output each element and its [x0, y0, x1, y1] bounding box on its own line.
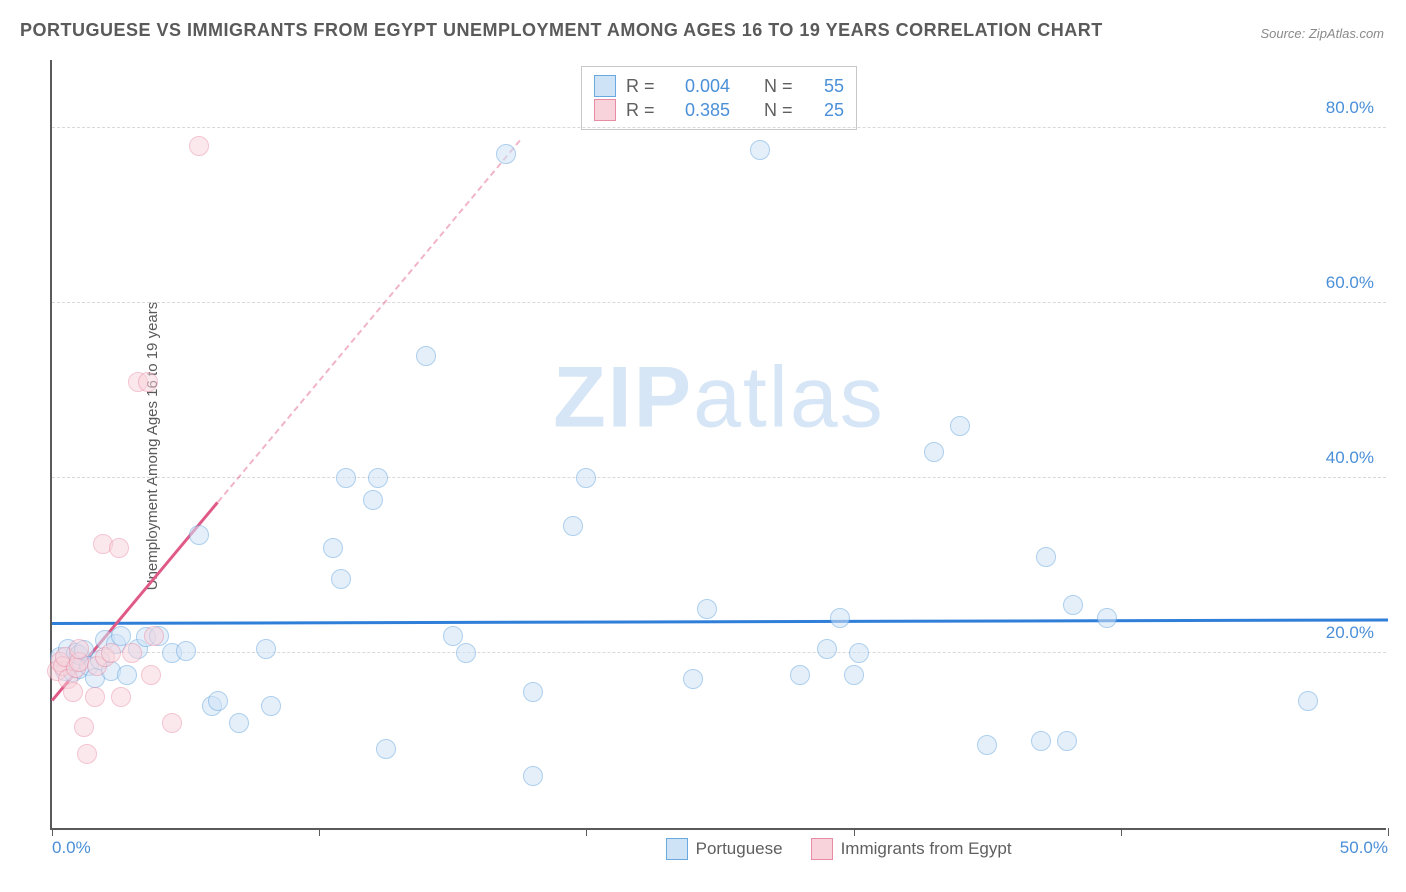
- stat-r-value: 0.385: [670, 100, 730, 121]
- data-point: [77, 744, 97, 764]
- data-point: [189, 136, 209, 156]
- stat-r-value: 0.004: [670, 76, 730, 97]
- data-point: [817, 639, 837, 659]
- data-point: [1031, 731, 1051, 751]
- stats-row: R = 0.385 N = 25: [594, 99, 844, 121]
- data-point: [830, 608, 850, 628]
- data-point: [849, 643, 869, 663]
- stat-n-label: N =: [764, 100, 798, 121]
- source-attribution: Source: ZipAtlas.com: [1260, 26, 1384, 41]
- scatter-plot-area: ZIPatlas R =0.004N =55R =0.385N =25 Port…: [50, 60, 1386, 830]
- data-point: [122, 643, 142, 663]
- data-point: [363, 490, 383, 510]
- data-point: [790, 665, 810, 685]
- x-tick: [52, 828, 53, 836]
- data-point: [189, 525, 209, 545]
- data-point: [117, 665, 137, 685]
- stat-n-value: 55: [808, 76, 844, 97]
- watermark: ZIPatlas: [553, 348, 884, 447]
- series-legend: Portuguese Immigrants from Egypt: [666, 838, 1012, 860]
- stat-r-label: R =: [626, 100, 660, 121]
- data-point: [523, 682, 543, 702]
- data-point: [331, 569, 351, 589]
- data-point: [697, 599, 717, 619]
- data-point: [1298, 691, 1318, 711]
- x-tick: [1388, 828, 1389, 836]
- legend-swatch: [594, 99, 616, 121]
- data-point: [138, 372, 158, 392]
- legend-swatch: [594, 75, 616, 97]
- stat-n-value: 25: [808, 100, 844, 121]
- stat-n-label: N =: [764, 76, 798, 97]
- data-point: [323, 538, 343, 558]
- data-point: [229, 713, 249, 733]
- data-point: [69, 639, 89, 659]
- data-point: [141, 665, 161, 685]
- data-point: [111, 687, 131, 707]
- legend-label: Portuguese: [696, 839, 783, 859]
- stat-r-label: R =: [626, 76, 660, 97]
- regression-line: [217, 139, 520, 502]
- data-point: [1063, 595, 1083, 615]
- gridline: [52, 127, 1386, 128]
- data-point: [576, 468, 596, 488]
- x-tick: [854, 828, 855, 836]
- data-point: [63, 682, 83, 702]
- data-point: [256, 639, 276, 659]
- data-point: [924, 442, 944, 462]
- x-tick: [319, 828, 320, 836]
- data-point: [563, 516, 583, 536]
- x-tick: [1121, 828, 1122, 836]
- gridline: [52, 477, 1386, 478]
- data-point: [261, 696, 281, 716]
- data-point: [496, 144, 516, 164]
- data-point: [950, 416, 970, 436]
- data-point: [85, 687, 105, 707]
- x-tick-label: 0.0%: [52, 838, 91, 858]
- data-point: [750, 140, 770, 160]
- y-tick-label: 40.0%: [1326, 448, 1374, 468]
- data-point: [368, 468, 388, 488]
- chart-title: PORTUGUESE VS IMMIGRANTS FROM EGYPT UNEM…: [20, 20, 1103, 41]
- data-point: [443, 626, 463, 646]
- data-point: [1097, 608, 1117, 628]
- gridline: [52, 302, 1386, 303]
- stats-row: R = 0.004 N = 55: [594, 75, 844, 97]
- data-point: [456, 643, 476, 663]
- data-point: [336, 468, 356, 488]
- regression-line: [52, 619, 1388, 626]
- data-point: [416, 346, 436, 366]
- y-tick-label: 20.0%: [1326, 623, 1374, 643]
- data-point: [208, 691, 228, 711]
- legend-item: Immigrants from Egypt: [811, 838, 1012, 860]
- legend-swatch: [666, 838, 688, 860]
- legend-item: Portuguese: [666, 838, 783, 860]
- data-point: [977, 735, 997, 755]
- watermark-bold: ZIP: [553, 349, 693, 445]
- legend-label: Immigrants from Egypt: [841, 839, 1012, 859]
- data-point: [144, 626, 164, 646]
- data-point: [1057, 731, 1077, 751]
- data-point: [523, 766, 543, 786]
- data-point: [109, 538, 129, 558]
- data-point: [683, 669, 703, 689]
- y-tick-label: 60.0%: [1326, 273, 1374, 293]
- correlation-stats-box: R = 0.004 N = 55 R = 0.385 N = 25: [581, 66, 857, 130]
- data-point: [1036, 547, 1056, 567]
- data-point: [74, 717, 94, 737]
- data-point: [162, 713, 182, 733]
- data-point: [376, 739, 396, 759]
- data-point: [101, 643, 121, 663]
- data-point: [176, 641, 196, 661]
- legend-swatch: [811, 838, 833, 860]
- y-tick-label: 80.0%: [1326, 98, 1374, 118]
- watermark-light: atlas: [693, 349, 885, 445]
- gridline: [52, 652, 1386, 653]
- data-point: [844, 665, 864, 685]
- x-tick-label: 50.0%: [1340, 838, 1388, 858]
- x-tick: [586, 828, 587, 836]
